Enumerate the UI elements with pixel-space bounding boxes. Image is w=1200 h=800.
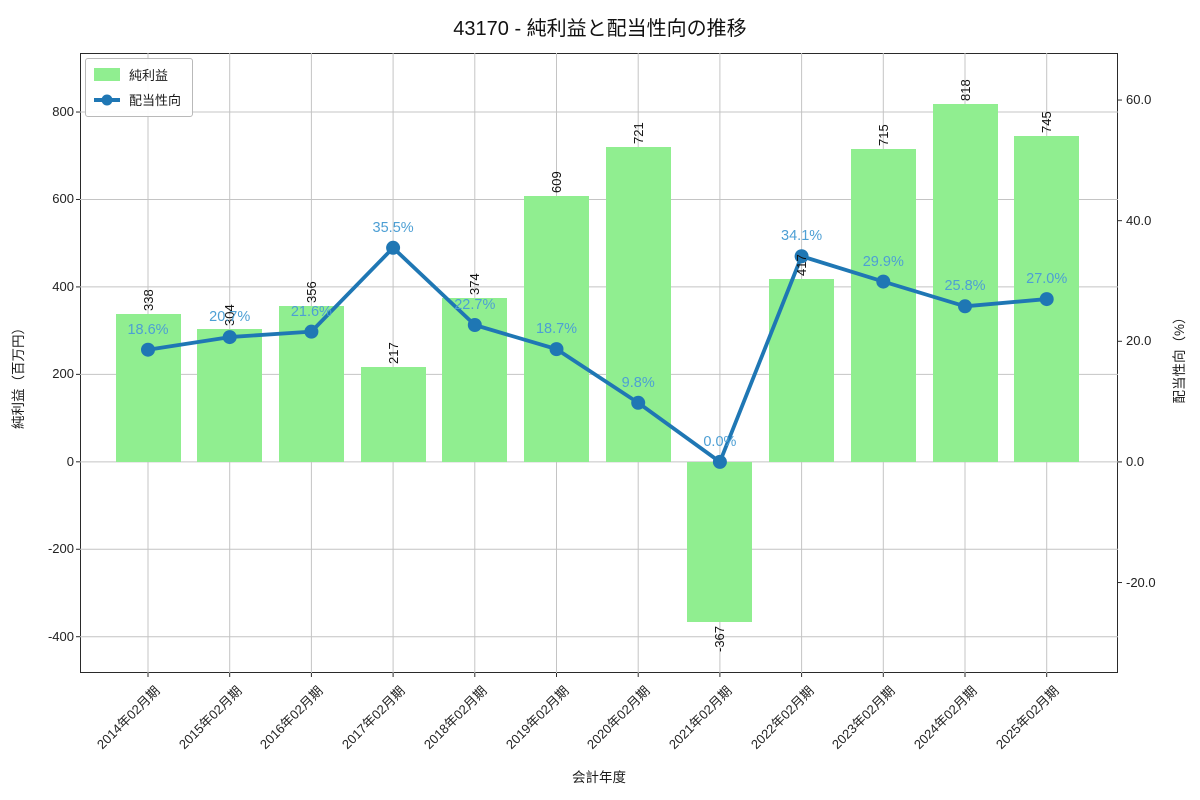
x-tick-label: 2019年02月期 bbox=[502, 683, 572, 752]
x-tick-label: 2014年02月期 bbox=[93, 683, 163, 752]
y-right-tick-label: 0.0 bbox=[1126, 453, 1145, 469]
y-right-tick-label: -20.0 bbox=[1126, 574, 1156, 590]
chart-title: 43170 - 純利益と配当性向の推移 bbox=[453, 18, 747, 40]
y-left-tick-label: 800 bbox=[52, 104, 74, 120]
y-axis-right-label: 配当性向（%） bbox=[1172, 310, 1187, 404]
x-tick-label: 2016年02月期 bbox=[257, 683, 327, 752]
payout-ratio-dot-icon bbox=[101, 94, 113, 105]
x-tick-label: 2017年02月期 bbox=[338, 683, 408, 752]
payout-ratio-swatch-icon bbox=[94, 93, 120, 106]
y-right-tick-label: 60.0 bbox=[1126, 92, 1152, 108]
legend-label-net-income: 純利益 bbox=[129, 68, 169, 83]
x-tick-label: 2024年02月期 bbox=[910, 683, 980, 752]
x-axis-label: 会計年度 bbox=[572, 770, 626, 785]
y-left-tick-label: 400 bbox=[52, 278, 74, 294]
y-left-tick-label: 600 bbox=[52, 191, 74, 207]
legend-label-payout-ratio: 配当性向 bbox=[129, 93, 182, 108]
x-tick-label: 2023年02月期 bbox=[829, 683, 899, 752]
y-left-tick-label: -200 bbox=[47, 541, 74, 557]
legend: 純利益 配当性向 bbox=[85, 58, 194, 117]
y-right-tick-label: 40.0 bbox=[1126, 212, 1152, 228]
y-right-tick-label: 20.0 bbox=[1126, 333, 1152, 349]
x-tick-label: 2018年02月期 bbox=[420, 683, 490, 752]
x-tick-label: 2025年02月期 bbox=[992, 683, 1062, 752]
y-axis-left-label: 純利益（百万円） bbox=[11, 321, 26, 429]
y-left-tick-label: -400 bbox=[47, 628, 74, 644]
x-tick-label: 2015年02月期 bbox=[175, 683, 245, 752]
plot-area bbox=[80, 53, 1118, 673]
x-tick-label: 2020年02月期 bbox=[584, 683, 653, 752]
x-tick-label: 2021年02月期 bbox=[665, 683, 735, 752]
y-left-tick-label: 0 bbox=[66, 453, 74, 469]
legend-item-net-income: 純利益 bbox=[94, 65, 181, 84]
x-tick-label: 2022年02月期 bbox=[747, 683, 817, 752]
legend-item-payout-ratio: 配当性向 bbox=[94, 90, 181, 109]
net-income-swatch-icon bbox=[94, 68, 120, 81]
